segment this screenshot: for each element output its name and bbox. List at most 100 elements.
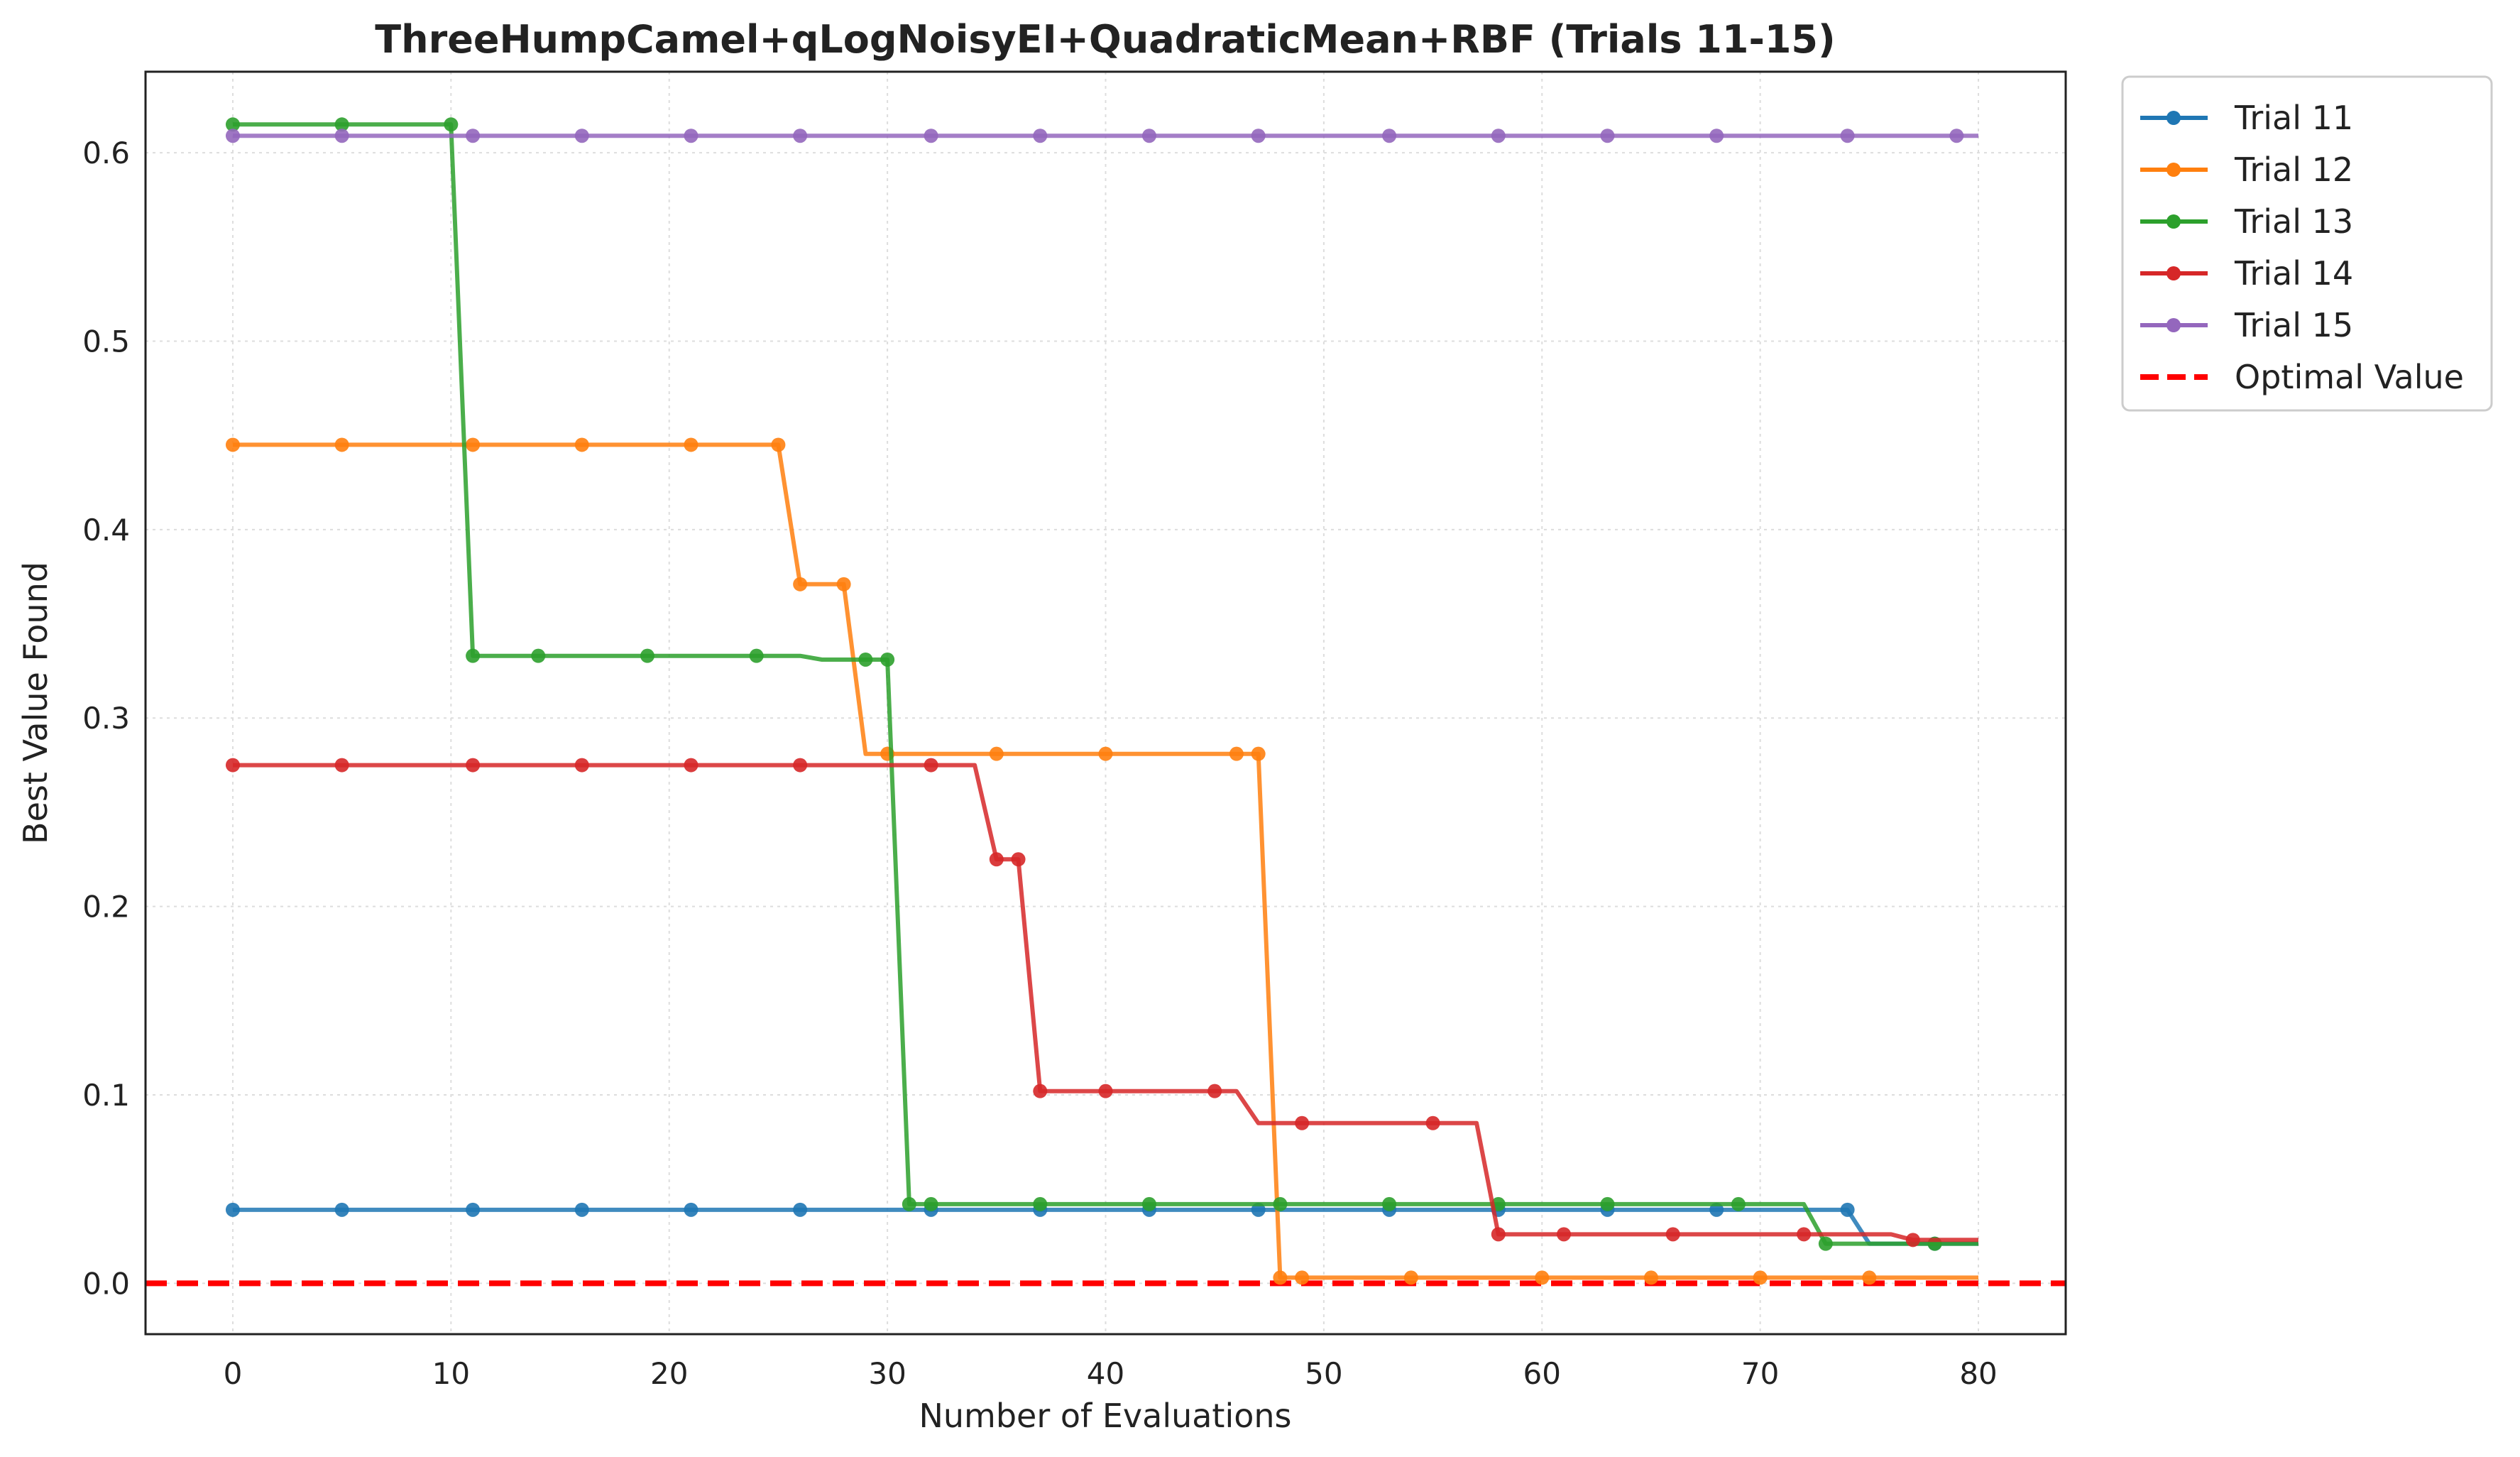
- chart-title: ThreeHumpCamel+qLogNoisyEI+QuadraticMean…: [375, 17, 1835, 62]
- legend-box: [2121, 75, 2493, 412]
- legend-label: Trial 15: [2234, 306, 2353, 344]
- grid: [146, 72, 2066, 1334]
- data-point: [684, 1202, 699, 1217]
- data-point: [334, 758, 349, 773]
- legend-marker: [2166, 163, 2181, 177]
- legend-item: Trial 14: [2140, 254, 2353, 293]
- data-point: [574, 758, 589, 773]
- y-tick-label: 0.4: [82, 513, 130, 547]
- data-point: [1905, 1233, 1920, 1248]
- data-point: [924, 758, 938, 773]
- legend-label: Trial 13: [2234, 202, 2353, 241]
- data-point: [836, 577, 851, 591]
- data-point: [466, 437, 481, 452]
- series-trial-15: [225, 129, 1978, 143]
- x-tick-label: 70: [1741, 1356, 1779, 1391]
- data-point: [902, 1196, 916, 1211]
- data-point: [793, 1202, 808, 1217]
- data-point: [225, 437, 240, 452]
- x-tick-label: 40: [1087, 1356, 1124, 1391]
- data-point: [444, 117, 459, 132]
- data-point: [1949, 129, 1964, 143]
- y-axis-label: Best Value Found: [16, 562, 55, 844]
- series-trial-14: [225, 758, 1978, 1248]
- x-axis-label: Number of Evaluations: [919, 1397, 1291, 1435]
- data-point: [1600, 129, 1615, 143]
- y-tick-label: 0.5: [82, 324, 130, 359]
- data-point: [466, 648, 481, 663]
- data-point: [793, 129, 808, 143]
- x-tick-label: 80: [1959, 1356, 1997, 1391]
- legend: Trial 11 Trial 12 Trial 13 Trial 14 Trial 15…: [2121, 75, 2493, 412]
- data-point: [574, 437, 589, 452]
- x-axis-ticks: 0 10 20 30 40 50 60 70 80: [224, 1356, 1998, 1391]
- data-point: [684, 129, 699, 143]
- data-point: [1382, 129, 1397, 143]
- data-point: [1818, 1236, 1833, 1251]
- data-point: [1491, 129, 1506, 143]
- data-point: [640, 648, 654, 663]
- legend-item: Trial 12: [2140, 151, 2353, 189]
- data-point: [225, 129, 240, 143]
- data-point: [1033, 1196, 1048, 1211]
- legend-item: Optimal Value: [2140, 358, 2464, 396]
- data-point: [1011, 852, 1026, 867]
- data-point: [1229, 746, 1244, 761]
- legend-item: Trial 11: [2140, 99, 2353, 137]
- legend-marker: [2166, 318, 2181, 332]
- data-point: [1862, 1270, 1877, 1285]
- x-tick-label: 10: [432, 1356, 470, 1391]
- data-point: [858, 652, 873, 667]
- data-point: [1251, 129, 1266, 143]
- data-point: [1382, 1196, 1397, 1211]
- x-tick-label: 20: [650, 1356, 688, 1391]
- x-tick-label: 0: [224, 1356, 243, 1391]
- data-point: [1840, 129, 1855, 143]
- y-axis-ticks: 0.0 0.1 0.2 0.3 0.4 0.5 0.6: [82, 136, 130, 1301]
- data-point: [466, 1202, 481, 1217]
- data-point: [225, 758, 240, 773]
- series-trial-12: [225, 437, 1978, 1285]
- legend-items: Trial 11 Trial 12 Trial 13 Trial 14 Trial 15…: [2140, 99, 2464, 396]
- data-point: [1251, 746, 1266, 761]
- data-point: [1491, 1227, 1506, 1242]
- y-tick-label: 0.6: [82, 136, 130, 170]
- legend-item: Trial 13: [2140, 202, 2353, 241]
- data-point: [1797, 1227, 1812, 1242]
- y-tick-label: 0.1: [82, 1078, 130, 1113]
- data-point: [1425, 1115, 1440, 1130]
- data-point: [1098, 1084, 1113, 1098]
- data-point: [1665, 1227, 1680, 1242]
- data-point: [574, 129, 589, 143]
- data-point: [1207, 1084, 1222, 1098]
- data-point: [1273, 1196, 1288, 1211]
- data-point: [1098, 746, 1113, 761]
- data-point: [1840, 1202, 1855, 1217]
- data-point: [1403, 1270, 1418, 1285]
- data-point: [1141, 129, 1156, 143]
- x-tick-label: 50: [1305, 1356, 1342, 1391]
- data-point: [684, 437, 699, 452]
- data-point: [793, 577, 808, 591]
- series-line: [233, 763, 1978, 1243]
- plot-frame: [144, 70, 2067, 1336]
- data-point: [793, 758, 808, 773]
- data-point: [1753, 1270, 1768, 1285]
- data-point: [1295, 1115, 1310, 1130]
- data-point: [880, 652, 895, 667]
- legend-marker: [2166, 111, 2181, 125]
- series-line: [233, 442, 1978, 1280]
- data-point: [989, 746, 1004, 761]
- series-trial-13: [225, 117, 1978, 1251]
- data-point: [225, 117, 240, 132]
- data-point: [574, 1202, 589, 1217]
- y-tick-label: 0.2: [82, 890, 130, 924]
- legend-item: Trial 15: [2140, 306, 2353, 344]
- data-point: [1295, 1270, 1310, 1285]
- y-tick-label: 0.3: [82, 701, 130, 736]
- data-point: [1535, 1270, 1550, 1285]
- data-point: [1273, 1270, 1288, 1285]
- data-point: [1643, 1270, 1658, 1285]
- data-point: [334, 1202, 349, 1217]
- data-point: [1141, 1196, 1156, 1211]
